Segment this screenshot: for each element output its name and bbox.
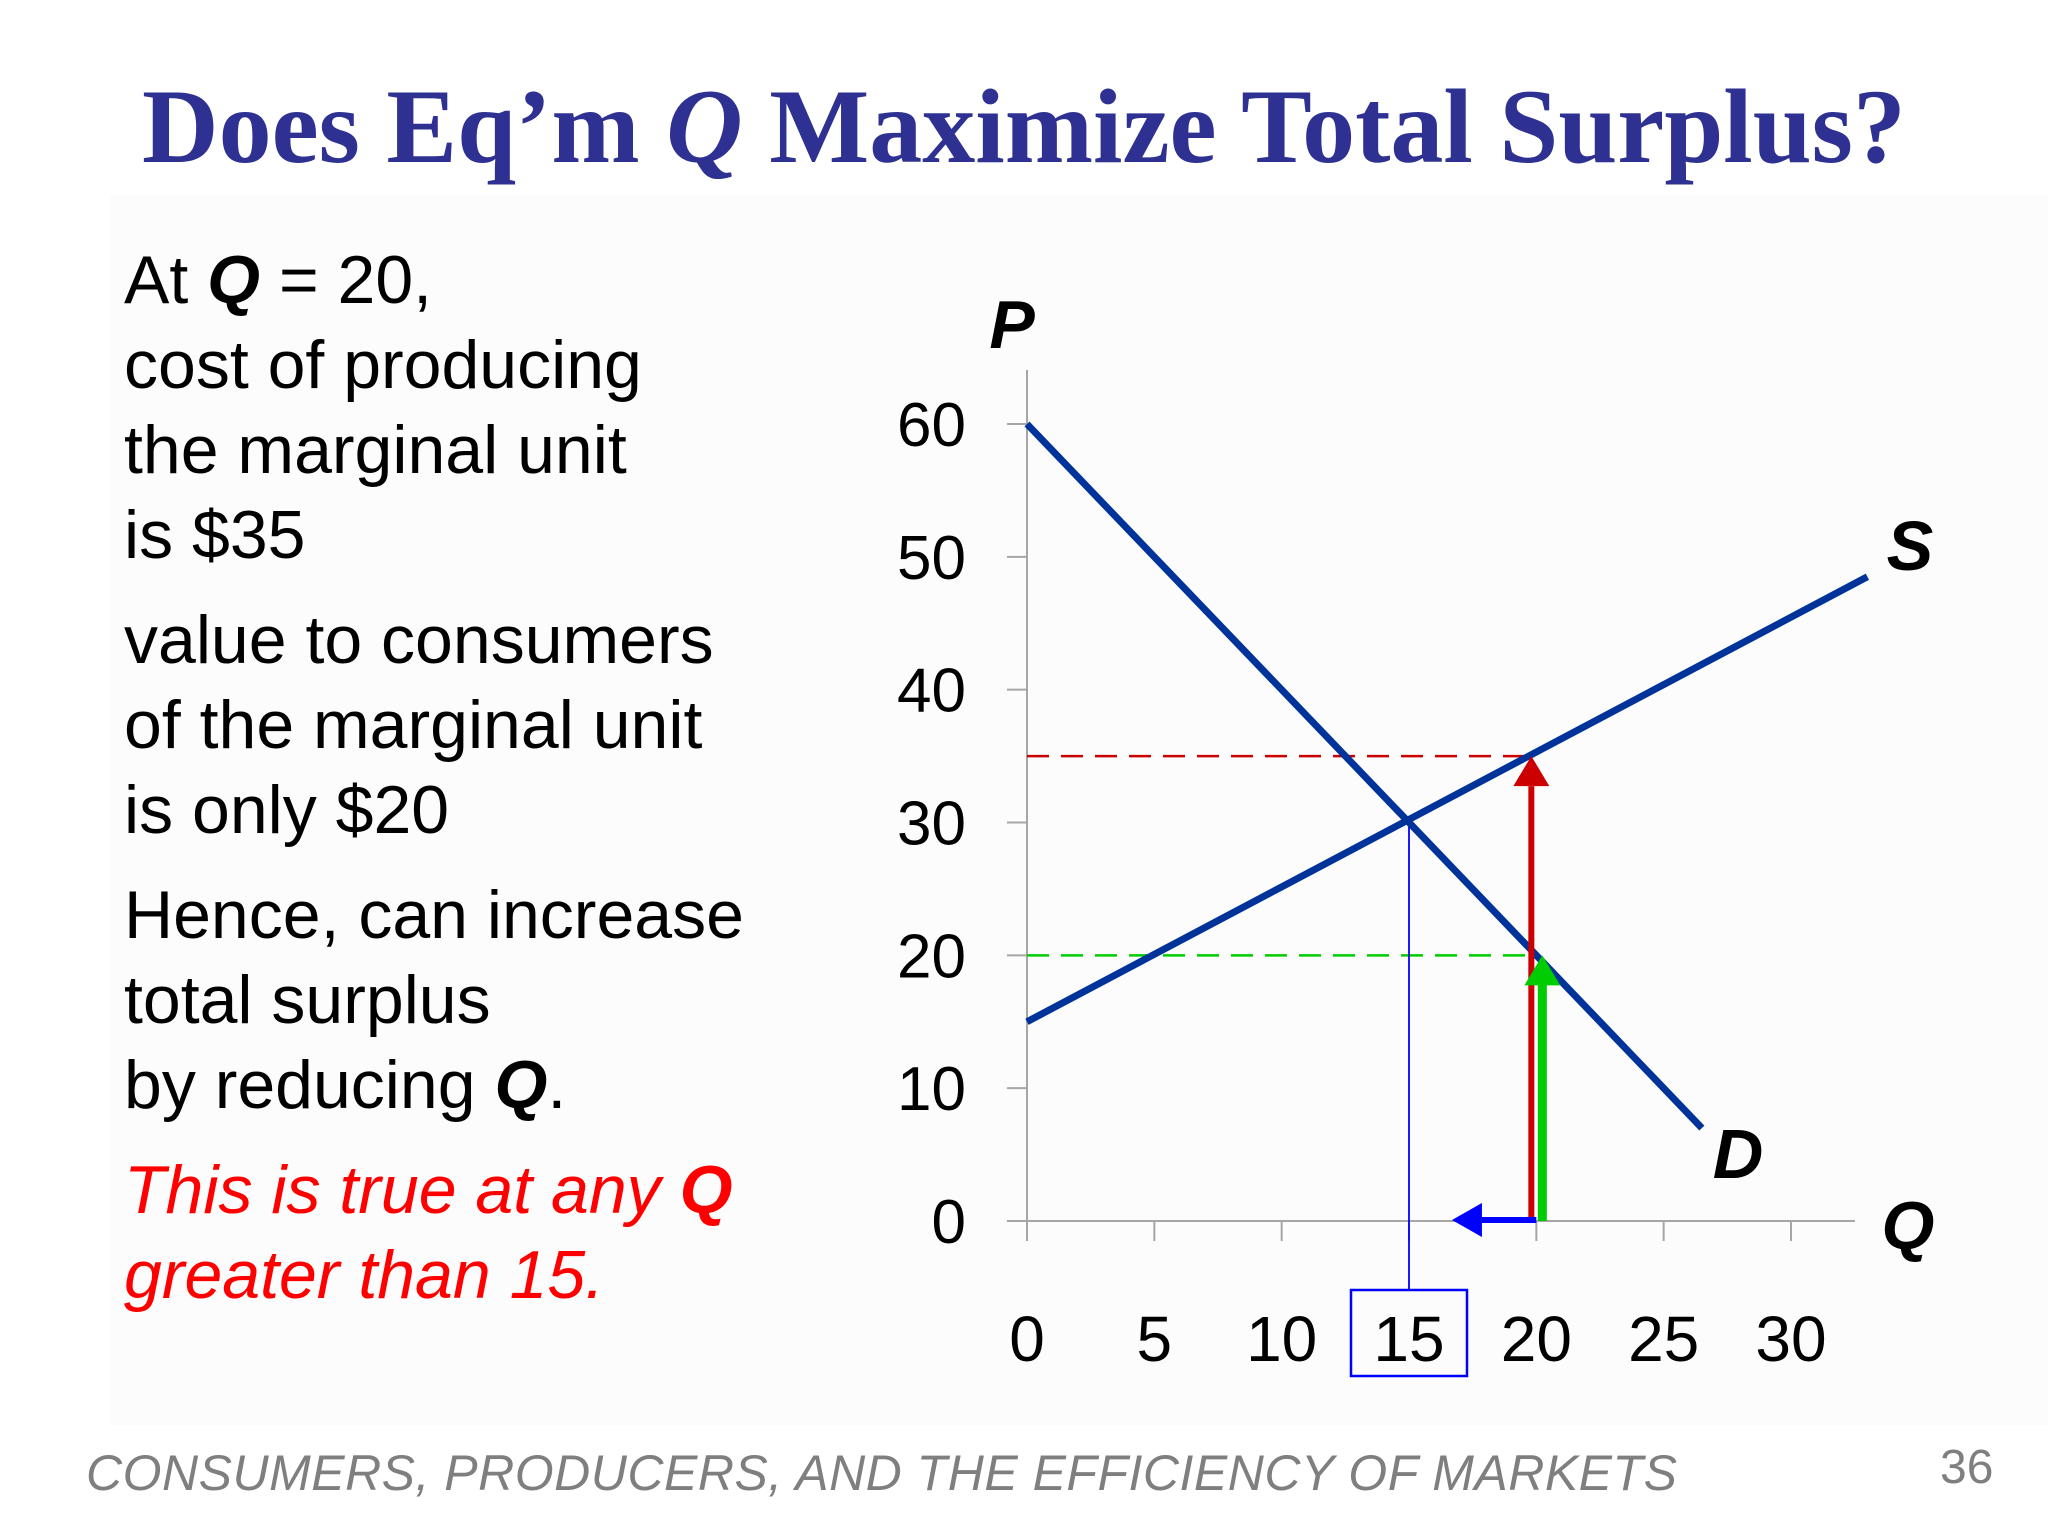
p1-line3: the marginal unit — [124, 412, 627, 488]
x-tick-label: 5 — [1137, 1303, 1173, 1375]
y-tick-label: 0 — [932, 1188, 966, 1257]
x-tick-label: 30 — [1755, 1303, 1826, 1375]
p4-prefix: This is true at any — [124, 1152, 680, 1228]
p1-prefix: At — [124, 242, 208, 318]
p3-line1: Hence, can increase — [124, 877, 744, 953]
p3-suffix: . — [547, 1047, 567, 1123]
p1-suffix: = 20, — [260, 242, 433, 318]
y-axis-title: P — [989, 287, 1035, 363]
p2-line2: of the marginal unit — [124, 687, 703, 763]
p4-q: Q — [679, 1152, 733, 1228]
paragraph-highlight: This is true at any Q greater than 15. — [124, 1148, 824, 1318]
footer-text: CONSUMERS, PRODUCERS, AND THE EFFICIENCY… — [86, 1445, 1678, 1501]
x-tick-label: 25 — [1628, 1303, 1699, 1375]
x-axis-title: Q — [1882, 1188, 1935, 1264]
y-tick-label: 30 — [897, 790, 966, 859]
x-tick-label: 0 — [1009, 1303, 1045, 1375]
title-part2: Maximize Total Surplus? — [742, 68, 1906, 185]
paragraph-value: value to consumers of the marginal unit … — [124, 598, 824, 853]
p1-q: Q — [207, 242, 261, 318]
slide-title: Does Eq’m Q Maximize Total Surplus? — [0, 62, 2048, 192]
p1-line4: is $35 — [124, 497, 306, 573]
paragraph-conclusion: Hence, can increase total surplus by red… — [124, 873, 824, 1128]
title-q: Q — [666, 68, 743, 185]
p3-q: Q — [494, 1047, 548, 1123]
page-number: 36 — [1940, 1441, 1994, 1494]
demand-curve — [1024, 421, 1705, 1131]
p4-line2: greater than 15. — [124, 1237, 605, 1313]
paragraph-cost: At Q = 20, cost of producing the margina… — [124, 238, 824, 578]
demand-label: D — [1713, 1115, 1764, 1193]
p1-line2: cost of producing — [124, 327, 642, 403]
y-tick-label: 20 — [897, 922, 966, 991]
y-tick-label: 10 — [897, 1055, 966, 1124]
title-part1: Does Eq’m — [142, 68, 667, 185]
p2-line1: value to consumers — [124, 602, 714, 678]
x-tick-label: 15 — [1373, 1303, 1444, 1375]
y-tick-label: 60 — [897, 391, 966, 460]
value-arrow-head — [1524, 955, 1561, 986]
p3-line2: total surplus — [124, 962, 491, 1038]
explanation-text: At Q = 20, cost of producing the margina… — [124, 238, 824, 1318]
x-tick-label: 10 — [1246, 1303, 1317, 1375]
y-tick-label: 50 — [897, 524, 966, 593]
y-tick-label: 40 — [897, 657, 966, 726]
cost-arrow-head — [1513, 756, 1550, 787]
supply-curve — [1025, 573, 1870, 1025]
supply-label: S — [1887, 507, 1934, 585]
p2-line3: is only $20 — [124, 772, 450, 848]
reduce-arrow-head — [1451, 1203, 1482, 1237]
p3-prefix: by reducing — [124, 1047, 495, 1123]
x-tick-label: 20 — [1501, 1303, 1572, 1375]
